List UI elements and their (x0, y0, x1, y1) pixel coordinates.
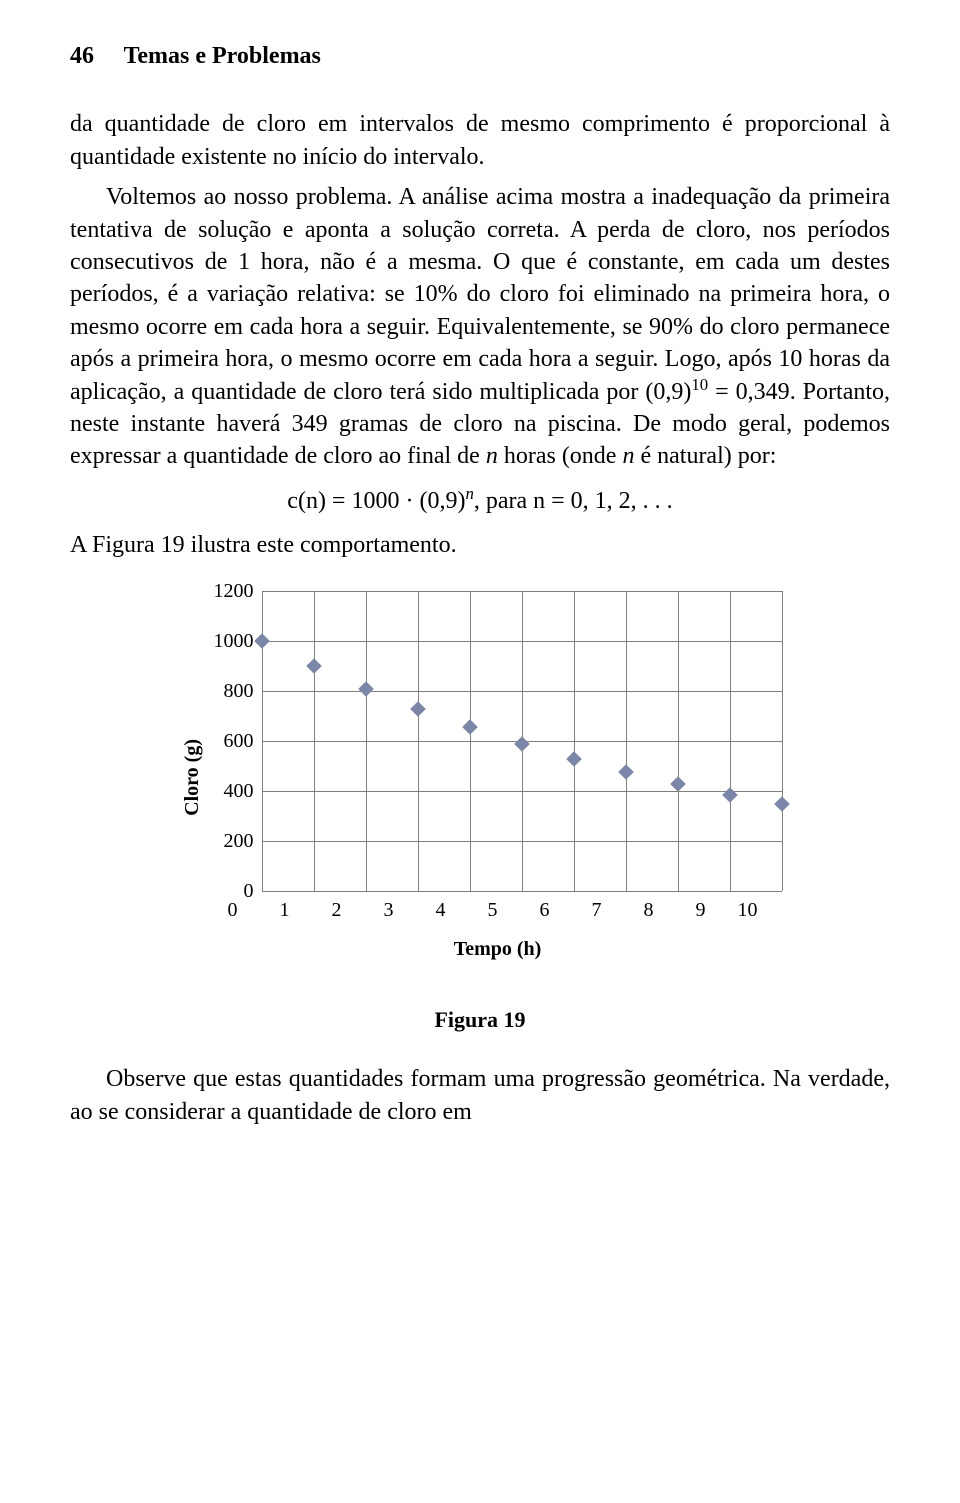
chart-marker (774, 796, 790, 812)
equation-exp: n (465, 484, 473, 503)
chart-marker (358, 681, 374, 697)
chart-gridline-v (730, 591, 731, 891)
chart-ylabel: Cloro (g) (179, 739, 206, 816)
chart-xticks: 012345678910 (238, 897, 758, 924)
chart-gridline-v (314, 591, 315, 891)
chart-marker (514, 736, 530, 752)
chart-gridline-v (626, 591, 627, 891)
body-para-1: da quantidade de cloro em intervalos de … (70, 108, 890, 173)
display-equation: c(n) = 1000 · (0,9)n, para n = 0, 1, 2, … (70, 485, 890, 517)
chart-yticks: 120010008006004002000 (214, 591, 262, 891)
chart-plot-area (262, 591, 782, 891)
equation-lhs: c(n) = 1000 · (0,9) (287, 488, 465, 514)
chart-gridline-v (418, 591, 419, 891)
chart-marker (618, 764, 634, 780)
var-n-2: n (622, 443, 634, 469)
body-para-3: A Figura 19 ilustra este comportamento. (70, 529, 890, 561)
chart-column: 120010008006004002000 012345678910 Tempo… (214, 591, 782, 963)
chart-marker (306, 659, 322, 675)
book-title: Temas e Problemas (124, 43, 321, 69)
chart-marker (566, 751, 582, 767)
var-n-1: n (486, 443, 498, 469)
chart-gridline-v (470, 591, 471, 891)
chart-gridline-v (574, 591, 575, 891)
body-para-2: Voltemos ao nosso problema. A análise ac… (70, 181, 890, 473)
chart-gridline-v (366, 591, 367, 891)
chart-gridline-v (678, 591, 679, 891)
body-para-2d: é natural) por: (634, 443, 776, 469)
body-para-4: Observe que estas quantidades formam uma… (70, 1063, 890, 1128)
page-header: 46 Temas e Problemas (70, 40, 890, 72)
chart-marker (410, 701, 426, 717)
expr-base: (0,9) (645, 379, 691, 405)
chart-plot-row: 120010008006004002000 (214, 591, 782, 891)
chart-marker (462, 720, 478, 736)
chart-marker (670, 776, 686, 792)
equation-tail: , para n = 0, 1, 2, . . . (474, 488, 673, 514)
figure-caption: Figura 19 (70, 1005, 890, 1035)
expr-rhs: = 0,349 (708, 379, 790, 405)
chart-xlabel: Tempo (h) (454, 936, 542, 963)
chart-container: Cloro (g) 120010008006004002000 01234567… (70, 591, 890, 963)
body-para-2a: Voltemos ao nosso problema. A análise ac… (70, 184, 890, 404)
chart-marker (722, 787, 738, 803)
body-para-2c: horas (onde (498, 443, 623, 469)
expr-exponent: 10 (691, 375, 708, 394)
chart-gridline-h (262, 891, 782, 892)
chart-gridline-v (782, 591, 783, 891)
page-number: 46 (70, 43, 94, 69)
